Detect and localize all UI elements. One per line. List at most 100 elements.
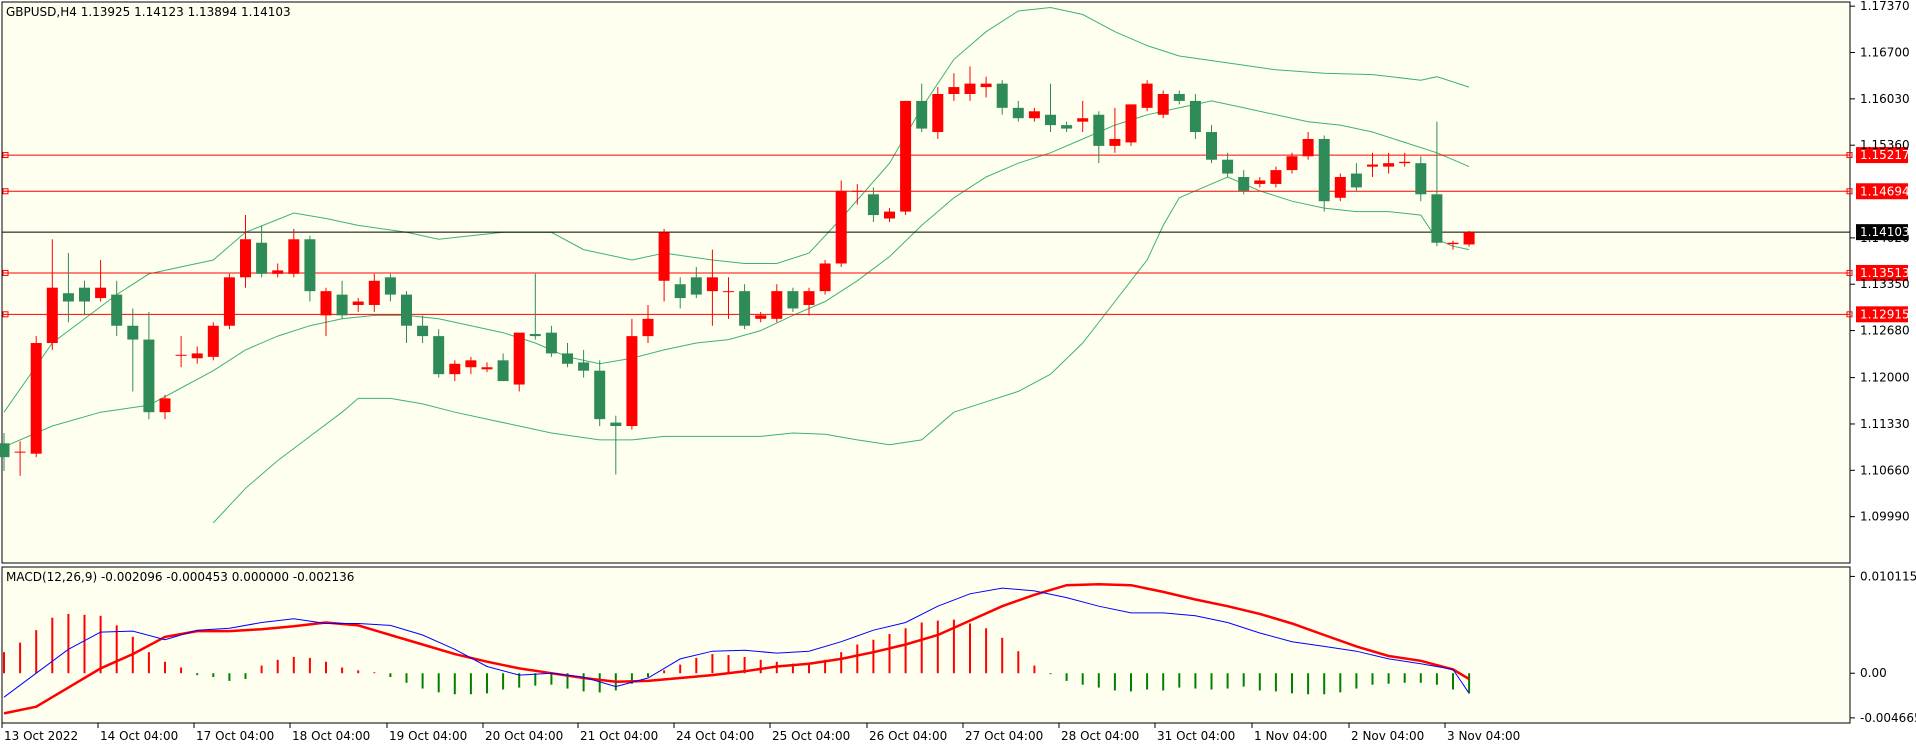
candle-body (320, 291, 332, 316)
price-level-handle (2, 269, 9, 276)
candle-body (159, 398, 171, 413)
macd-pane[interactable] (1, 566, 1851, 724)
candle-body (481, 367, 493, 370)
candle-body (884, 211, 895, 219)
candle-body (900, 100, 912, 212)
candle-body (513, 332, 525, 385)
candle-body (706, 277, 718, 292)
candle-body (803, 291, 815, 305)
candle-body (996, 83, 1008, 108)
price-pane[interactable] (1, 1, 1851, 564)
candle-body (690, 277, 702, 295)
macd-histogram (3, 613, 1471, 695)
candle-body (674, 284, 686, 299)
candles (0, 66, 1475, 476)
time-tick-label: 19 Oct 04:00 (389, 729, 467, 743)
candle-body (1334, 177, 1346, 198)
candle-body (1270, 170, 1282, 184)
price-level-handle (1846, 311, 1853, 318)
candle-body (1157, 94, 1169, 115)
price-axis: 1.173701.167001.160301.153601.140201.133… (1850, 0, 1910, 524)
time-tick-label: 1 Nov 04:00 (1254, 729, 1327, 743)
chart-header: GBPUSD,H4 1.13925 1.14123 1.13894 1.1410… (6, 5, 291, 19)
candle-body (191, 353, 203, 359)
time-axis: 13 Oct 2022 14 Oct 04:00 17 Oct 04:00 18 Oc… (1, 723, 1520, 743)
current-price-tag (1856, 224, 1908, 241)
price-tick-label: 1.09990 (1860, 510, 1910, 524)
price-tick-label: 1.12680 (1860, 324, 1910, 338)
candle-body (578, 362, 590, 371)
candle-body (1206, 132, 1217, 160)
price-tick-label: 1.10660 (1860, 463, 1910, 477)
bollinger-middle-line (3, 100, 1470, 448)
candle-body (980, 83, 992, 88)
price-level-handle (1846, 152, 1853, 159)
candle-body (948, 87, 960, 95)
macd-tick-label: 0.010115 (1860, 569, 1916, 583)
candle-body (1028, 111, 1040, 119)
candle-body (1431, 194, 1443, 243)
candle-body (739, 291, 751, 326)
candle-body (1222, 159, 1234, 174)
candle-body (1367, 164, 1378, 167)
price-tick-label: 1.16700 (1860, 45, 1910, 59)
candle-body (384, 277, 396, 295)
candle-body (1045, 114, 1056, 126)
candle-body (1399, 161, 1411, 164)
bollinger-lower-line (212, 176, 1470, 524)
time-tick-label: 26 Oct 04:00 (869, 729, 947, 743)
candle-body (1318, 138, 1330, 202)
candle-body (272, 270, 284, 274)
price-level-tag (1856, 147, 1908, 164)
candle-body (1189, 100, 1201, 133)
macd-header: MACD(12,26,9) -0.002096 -0.000453 0.0000… (6, 570, 354, 584)
candle-body (1383, 163, 1395, 167)
macd-main-line (3, 587, 1470, 698)
candle-body (401, 294, 412, 326)
candle-body (417, 325, 429, 337)
price-level-tag (1856, 306, 1908, 323)
candle-body (851, 190, 863, 192)
candle-body (1141, 83, 1153, 108)
candle-body (642, 318, 654, 337)
candle-body (95, 287, 107, 299)
price-level-tag (1856, 264, 1908, 281)
candle-body (1061, 125, 1073, 129)
macd-lines (3, 582, 1470, 715)
macd-tick-label: 0.00 (1860, 666, 1887, 680)
candle-body (1109, 138, 1121, 146)
candle-body (787, 291, 799, 309)
candle-body (1093, 114, 1105, 146)
candle-body (1238, 177, 1250, 191)
time-tick-label: 25 Oct 04:00 (772, 729, 850, 743)
candle-body (304, 239, 316, 292)
candle-body (529, 334, 541, 337)
candle-body (175, 354, 187, 356)
candle-body (755, 315, 767, 319)
candle-body (143, 339, 155, 413)
candle-body (352, 301, 364, 305)
candle-body (46, 287, 58, 344)
candle-body (433, 336, 445, 375)
candle-body (594, 370, 606, 420)
macd-axis: 0.010115 0.00 -0.004665 (1850, 569, 1916, 725)
candle-body (256, 242, 268, 274)
macd-tick-label: -0.004665 (1860, 711, 1916, 725)
candle-body (1173, 94, 1185, 101)
candle-body (111, 294, 123, 326)
price-level-label: 1.14694 (1860, 184, 1910, 198)
candle-body (14, 451, 26, 453)
macd-signal-line (3, 582, 1470, 715)
candle-body (1254, 180, 1266, 184)
price-level-handle (2, 311, 9, 318)
candle-body (368, 280, 380, 305)
time-tick-label: 24 Oct 04:00 (676, 729, 754, 743)
candle-body (1302, 138, 1314, 157)
candle-body (545, 332, 557, 354)
price-level-label: 1.12915 (1860, 307, 1910, 321)
price-level-handle (1846, 188, 1853, 195)
candle-body (497, 360, 509, 382)
candle-body (0, 443, 10, 458)
price-level-label: 1.15217 (1860, 148, 1910, 162)
